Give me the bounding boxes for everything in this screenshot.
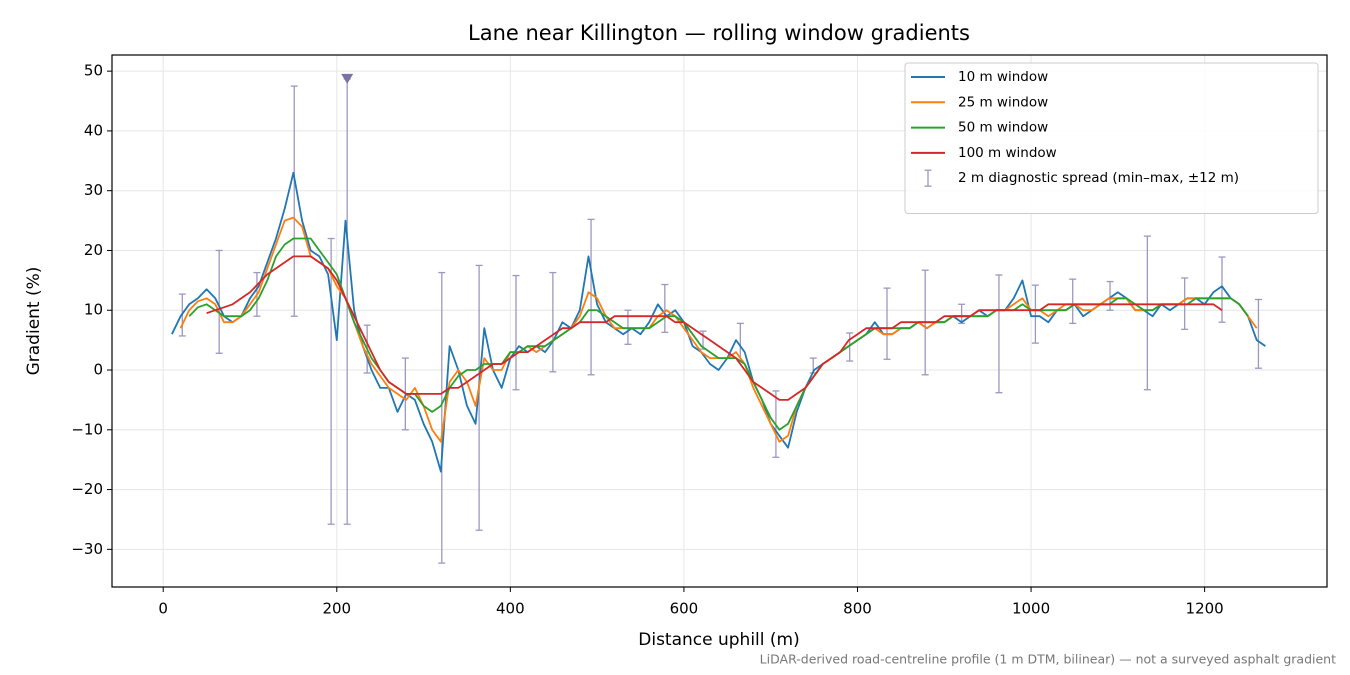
y-axis-label: Gradient (%) <box>24 267 44 376</box>
legend-label: 25 m window <box>958 94 1048 110</box>
legend-label: 100 m window <box>958 145 1057 161</box>
y-tick-label: −20 <box>71 480 103 498</box>
y-tick-label: −30 <box>71 540 103 558</box>
y-tick-label: 30 <box>84 181 103 199</box>
legend: 10 m window 25 m window 50 m window 100 m w… <box>904 62 1319 214</box>
x-tick-label: 200 <box>322 600 351 618</box>
y-tick-label: 20 <box>84 241 103 259</box>
legend-box <box>904 62 1319 214</box>
x-tick-label: 800 <box>843 600 872 618</box>
y-tick-label: 10 <box>84 301 103 319</box>
series-line <box>206 255 1223 401</box>
axes: 0 200 400 600 800 1000 1200 −30 −20 −10 0 10 20 30 40 5… <box>71 62 1223 618</box>
plot-frame <box>111 54 1328 588</box>
x-tick-label: 0 <box>158 600 168 618</box>
y-tick-label: 40 <box>84 121 103 139</box>
x-tick-label: 600 <box>670 600 699 618</box>
y-tick-label: 50 <box>84 62 103 80</box>
legend-label: 2 m diagnostic spread (min–max, ±12 m) <box>958 170 1239 186</box>
legend-label: 50 m window <box>958 120 1048 136</box>
overflow-marker <box>341 73 354 84</box>
legend-label: 10 m window <box>958 69 1048 85</box>
plot-marks <box>171 73 1266 564</box>
series-line <box>171 171 1266 473</box>
chart-title: Lane near Killington — rolling window gr… <box>468 21 970 45</box>
y-tick-label: −10 <box>71 420 103 438</box>
x-tick-label: 1200 <box>1186 600 1224 618</box>
x-axis-label: Distance uphill (m) <box>638 630 799 650</box>
series-line <box>188 237 1249 431</box>
y-tick-label: 0 <box>93 361 103 379</box>
x-tick-label: 400 <box>496 600 525 618</box>
x-tick-label: 1000 <box>1012 600 1050 618</box>
footnote: LiDAR-derived road-centreline profile (1… <box>760 652 1336 667</box>
